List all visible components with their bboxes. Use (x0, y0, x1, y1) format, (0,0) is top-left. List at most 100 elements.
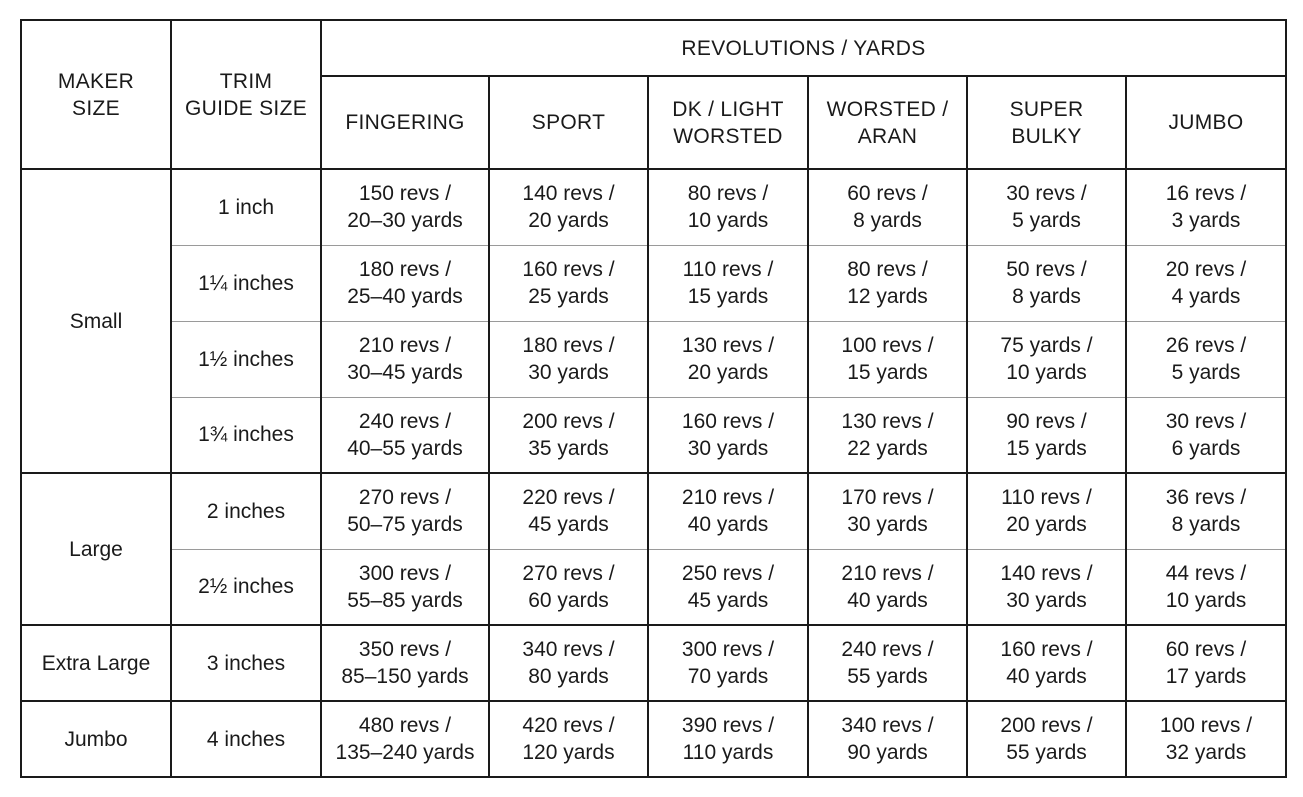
revolutions-text: 170 revs / (841, 486, 934, 510)
yarn-yardage-table: MAKER SIZE TRIM GUIDE SIZE REVOLUTIONS /… (20, 19, 1287, 778)
revolutions-yards-cell: 210 revs / 40 yards (807, 548, 968, 626)
revolutions-yards-cell: 150 revs / 20–30 yards (320, 168, 490, 246)
yards-text: 35 yards (528, 436, 609, 460)
revolutions-text: 110 revs / (682, 258, 774, 281)
revolutions-yards-cell: 200 revs / 35 yards (488, 396, 649, 474)
trim-guide-size-cell: 2½ inches (170, 548, 322, 626)
trim-guide-size-cell: 1¼ inches (170, 244, 322, 322)
revolutions-yards-cell: 340 revs / 90 yards (807, 700, 968, 778)
trim-guide-size-cell: 1 inch (170, 168, 322, 246)
revolutions-yards-cell: 30 revs / 5 yards (966, 168, 1127, 246)
revolutions-text: 100 revs / (1159, 714, 1253, 737)
header-sport: SPORT (488, 76, 649, 170)
yards-text: 10 yards (1165, 588, 1247, 612)
revolutions-text: 420 revs / (522, 714, 615, 737)
yards-text: 30–45 yards (347, 361, 463, 384)
revolutions-text: 160 revs / (522, 258, 615, 281)
revolutions-text: 240 revs / (358, 409, 452, 433)
revolutions-text: 390 revs / (681, 714, 775, 737)
revolutions-yards-cell: 180 revs / 25–40 yards (320, 244, 490, 322)
revolutions-text: 90 revs / (1006, 409, 1087, 433)
revolutions-text: 210 revs / (841, 561, 934, 585)
revolutions-text: 50 revs / (1006, 258, 1087, 281)
trim-guide-size-cell: 2 inches (170, 472, 322, 550)
yards-text: 32 yards (1165, 741, 1247, 764)
table-body: Small 1 inch 150 revs / 20–30 yards 140 revs… (20, 168, 1287, 778)
revolutions-text: 270 revs / (522, 561, 615, 585)
revolutions-yards-cell: 100 revs / 32 yards (1125, 700, 1287, 778)
revolutions-text: 60 revs / (1165, 638, 1247, 661)
yards-text: 135–240 yards (335, 741, 475, 764)
yards-text: 6 yards (1171, 436, 1241, 460)
trim-guide-size-cell: 1½ inches (170, 320, 322, 398)
revolutions-text: 160 revs / (1000, 638, 1093, 661)
revolutions-yards-cell: 130 revs / 20 yards (647, 320, 809, 398)
yards-text: 55 yards (1006, 741, 1087, 764)
header-fingering: FINGERING (320, 76, 490, 170)
revolutions-yards-cell: 200 revs / 55 yards (966, 700, 1127, 778)
revolutions-text: 220 revs / (522, 486, 615, 510)
revolutions-text: 180 revs / (358, 258, 452, 281)
revolutions-yards-cell: 300 revs / 70 yards (647, 624, 809, 702)
yards-text: 60 yards (528, 588, 609, 612)
header-maker-size: MAKER SIZE (20, 19, 172, 170)
yards-text: 40 yards (1006, 665, 1087, 688)
revolutions-yards-cell: 60 revs / 8 yards (807, 168, 968, 246)
trim-guide-size-cell: 4 inches (170, 700, 322, 778)
header-jumbo: JUMBO (1125, 76, 1287, 170)
yards-text: 22 yards (847, 436, 928, 460)
revolutions-yards-cell: 160 revs / 25 yards (488, 244, 649, 322)
revolutions-text: 200 revs / (522, 409, 615, 433)
revolutions-yards-cell: 170 revs / 30 yards (807, 472, 968, 550)
yards-text: 15 yards (847, 361, 928, 384)
yards-text: 40 yards (687, 513, 769, 537)
header-super-bulky: SUPER BULKY (966, 76, 1127, 170)
yards-text: 45 yards (528, 513, 609, 537)
revolutions-yards-cell: 36 revs / 8 yards (1125, 472, 1287, 550)
yards-text: 85–150 yards (341, 665, 469, 688)
revolutions-yards-cell: 140 revs / 30 yards (966, 548, 1127, 626)
revolutions-text: 30 revs / (1006, 182, 1087, 206)
maker-size-cell: Small (20, 168, 172, 474)
revolutions-yards-cell: 240 revs / 55 yards (807, 624, 968, 702)
revolutions-text: 80 revs / (687, 182, 769, 206)
revolutions-yards-cell: 16 revs / 3 yards (1125, 168, 1287, 246)
yards-text: 30 yards (847, 513, 928, 537)
yards-text: 20 yards (687, 361, 769, 384)
yards-text: 5 yards (1012, 209, 1081, 233)
revolutions-text: 210 revs / (358, 334, 452, 357)
yards-text: 20 yards (1006, 513, 1087, 537)
yards-text: 55 yards (847, 665, 928, 688)
yards-text: 120 yards (522, 741, 615, 764)
revolutions-yards-cell: 130 revs / 22 yards (807, 396, 968, 474)
yards-text: 20–30 yards (347, 209, 463, 233)
revolutions-text: 240 revs / (841, 638, 934, 661)
revolutions-text: 350 revs / (358, 638, 452, 661)
revolutions-yards-cell: 60 revs / 17 yards (1125, 624, 1287, 702)
revolutions-text: 140 revs / (1000, 561, 1093, 585)
yards-text: 17 yards (1165, 665, 1247, 688)
revolutions-yards-cell: 180 revs / 30 yards (488, 320, 649, 398)
revolutions-yards-cell: 75 yards / 10 yards (966, 320, 1127, 398)
revolutions-text: 200 revs / (1000, 714, 1093, 737)
revolutions-text: 340 revs / (522, 638, 615, 661)
table-row: 1¼ inches 180 revs / 25–40 yards 160 revs /… (21, 244, 1287, 322)
revolutions-yards-cell: 250 revs / 45 yards (647, 548, 809, 626)
revolutions-yards-cell: 50 revs / 8 yards (966, 244, 1127, 322)
revolutions-yards-cell: 240 revs / 40–55 yards (320, 396, 490, 474)
revolutions-yards-cell: 340 revs / 80 yards (488, 624, 649, 702)
table-row: 2½ inches 300 revs / 55–85 yards 270 revs /… (21, 548, 1287, 626)
yards-text: 30 yards (687, 436, 769, 460)
yards-text: 10 yards (687, 209, 769, 233)
revolutions-yards-cell: 270 revs / 60 yards (488, 548, 649, 626)
revolutions-yards-cell: 44 revs / 10 yards (1125, 548, 1287, 626)
revolutions-text: 250 revs / (681, 561, 775, 585)
table-row: Small 1 inch 150 revs / 20–30 yards 140 revs… (20, 168, 1287, 474)
revolutions-text: 160 revs / (681, 409, 775, 433)
revolutions-text: 75 yards / (1000, 334, 1093, 357)
revolutions-text: 270 revs / (358, 486, 452, 510)
revolutions-yards-cell: 140 revs / 20 yards (488, 168, 649, 246)
revolutions-yards-cell: 210 revs / 30–45 yards (320, 320, 490, 398)
revolutions-text: 26 revs / (1165, 334, 1247, 357)
revolutions-text: 110 revs / (1001, 486, 1092, 510)
